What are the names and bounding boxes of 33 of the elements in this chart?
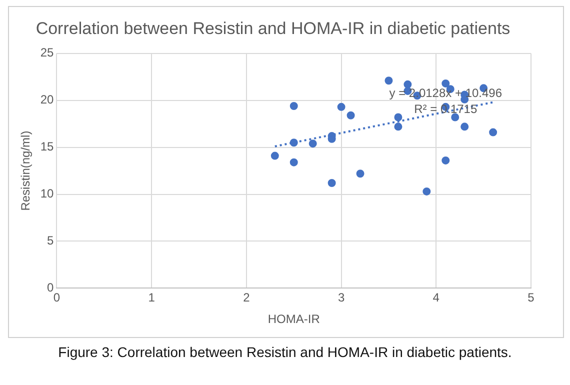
point bbox=[290, 158, 298, 166]
point bbox=[337, 102, 346, 111]
x-tick-label: 1 bbox=[148, 290, 156, 305]
point bbox=[394, 122, 402, 131]
y-tick-label: 25 bbox=[40, 46, 54, 60]
point bbox=[442, 79, 450, 88]
y-axis-title: Resistin(ng/ml) bbox=[18, 130, 33, 211]
x-axis-title: HOMA-IR bbox=[268, 312, 320, 326]
point bbox=[290, 138, 298, 147]
y-tick-label: 10 bbox=[40, 186, 54, 201]
point bbox=[384, 76, 393, 85]
point bbox=[422, 187, 431, 196]
point bbox=[346, 111, 355, 120]
point bbox=[270, 152, 279, 160]
point bbox=[460, 122, 469, 131]
caption: Figure 3: Correlation between Resistin and HOMA-IR in diabetic patients. bbox=[57, 344, 513, 360]
point bbox=[442, 156, 450, 164]
x-tick-label: 3 bbox=[338, 290, 345, 305]
x-tick-label: 5 bbox=[528, 290, 535, 305]
x-tick-label: 2 bbox=[243, 290, 250, 305]
chart-title: Correlation between Resistin and HOMA-IR in diabetic patients bbox=[36, 18, 510, 38]
x-tick-label: 4 bbox=[432, 290, 440, 305]
y-tick-label: 5 bbox=[47, 234, 54, 248]
point bbox=[290, 102, 298, 110]
point bbox=[489, 128, 498, 136]
y-tick-label: 20 bbox=[40, 92, 54, 107]
point bbox=[328, 179, 336, 188]
point bbox=[356, 170, 364, 178]
y-tick-label: 15 bbox=[40, 140, 54, 154]
point bbox=[394, 113, 402, 122]
point bbox=[404, 80, 412, 88]
y-tick-label: 0 bbox=[47, 280, 54, 295]
point bbox=[308, 140, 317, 148]
